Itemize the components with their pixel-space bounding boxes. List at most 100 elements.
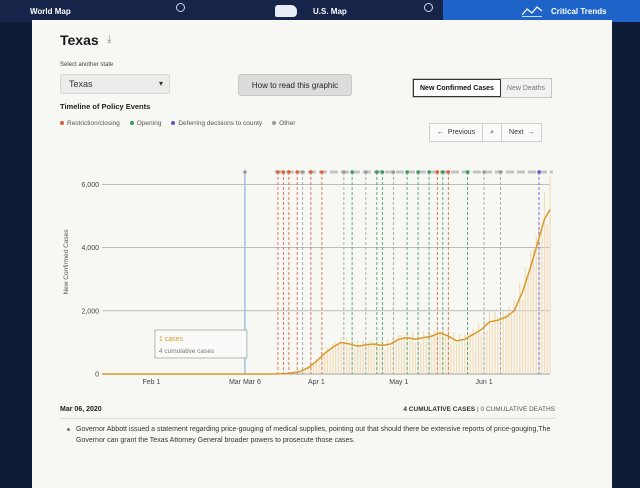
daily-bar [368,342,369,374]
x-tick-label: May 1 [389,379,408,386]
download-icon[interactable]: ⤓ [107,34,111,45]
top-navigation: World Map U.S. Map Critical Trends [0,0,640,22]
cumulative-summary: 4 CUMULATIVE CASES | 0 CUMULATIVE DEATHS [403,406,555,413]
daily-bar [324,355,325,374]
daily-bar [384,349,385,374]
chart-tooltip: 1 cases 4 cumulative cases [155,330,247,358]
nav-trends-label: Critical Trends [551,7,607,16]
event-note-text: Governor Abbott issued a statement regar… [76,424,555,446]
y-tick-label: 0 [95,372,99,379]
x-tick-label: Feb 1 [143,379,161,386]
daily-bar [420,342,421,374]
nav-world-map[interactable]: World Map [30,0,71,22]
daily-bar [395,340,396,374]
daily-bar [549,177,550,374]
event-marker [309,170,313,174]
x-tick-label: Mar Mar 6 [229,379,261,386]
chart-daily-bars [277,177,550,374]
event-marker [295,170,299,174]
tooltip-cumulative: 4 cumulative cases [159,348,215,355]
tab-new-deaths[interactable]: New Deaths [501,79,551,97]
event-marker [441,170,445,174]
event-marker [447,170,451,174]
daily-bar [360,346,361,374]
nav-us-map[interactable]: U.S. Map [275,0,435,22]
daily-bar [481,333,482,374]
legend-other: Other [272,120,295,127]
nav-critical-trends[interactable]: Critical Trends [443,0,640,22]
chevron-down-icon: ▾ [159,79,163,88]
arrow-left-icon: ← [437,129,448,136]
event-note: Governor Abbott issued a statement regar… [60,424,555,446]
daily-bar [371,341,372,374]
event-marker [405,170,409,174]
bullet-icon [67,428,70,431]
legend-label: Opening [137,120,162,127]
daily-bar [492,324,493,374]
daily-bar [404,336,405,374]
daily-bar [505,314,506,374]
search-icon: ⌕ [490,129,494,137]
daily-bar [354,348,355,374]
event-marker [436,170,440,174]
event-marker [381,170,385,174]
daily-bar [470,333,471,374]
daily-bar [464,334,465,374]
event-marker [482,170,486,174]
event-marker [282,170,286,174]
daily-bar [475,333,476,374]
daily-bar [439,331,440,374]
daily-bar [456,343,457,374]
info-icon[interactable] [176,3,185,12]
x-tick-label: Apr 1 [308,379,325,386]
how-to-read-button[interactable]: How to read this graphic [238,74,352,96]
trend-line-icon [521,5,543,17]
daily-bar [472,329,473,374]
event-marker [537,170,541,174]
previous-label: Previous [448,129,475,136]
legend-dot-icon [130,121,134,125]
selected-date: Mar 06, 2020 [60,406,102,413]
us-map-icon [275,5,297,17]
legend-label: Deferring decisions to county [178,120,262,127]
daily-bar [461,340,462,374]
daily-bar [401,335,402,374]
event-marker [342,170,346,174]
select-state-label: Select another state [60,62,113,68]
next-button[interactable]: Next → [502,124,541,141]
daily-bar [511,315,512,374]
daily-bar [390,346,391,374]
previous-button[interactable]: ← Previous [430,124,483,141]
daily-bar [330,348,331,374]
event-marker [276,170,280,174]
daily-bar [445,337,446,374]
search-button[interactable]: ⌕ [483,124,502,141]
legend-label: Other [279,120,295,127]
daily-bar [497,318,498,374]
legend-label: Restriction/closing [67,120,120,127]
daily-bar [527,276,528,374]
daily-bar [319,361,320,374]
legend-county: Deferring decisions to county [171,120,262,127]
daily-bar [533,249,534,374]
daily-bar [486,331,487,374]
event-marker [301,170,305,174]
event-marker [350,170,354,174]
event-legend: Restriction/closing Opening Deferring de… [60,120,295,127]
event-marker [364,170,368,174]
legend-dot-icon [171,121,175,125]
tab-new-confirmed-cases[interactable]: New Confirmed Cases [413,79,501,97]
event-marker [427,170,431,174]
daily-bar [541,226,542,374]
daily-bar [503,312,504,374]
chart-x-ticks: Feb 1 Mar Mar 6 Apr 1 May 1 Jun 1 [143,379,493,386]
info-icon[interactable] [424,3,433,12]
x-tick-label: Jun 1 [475,379,492,386]
daily-bar [335,343,336,374]
page-title: Texas [60,32,99,48]
state-select[interactable]: Texas ▾ [60,74,170,94]
cumulative-deaths: 0 CUMULATIVE DEATHS [480,406,555,413]
daily-bar [349,347,350,374]
